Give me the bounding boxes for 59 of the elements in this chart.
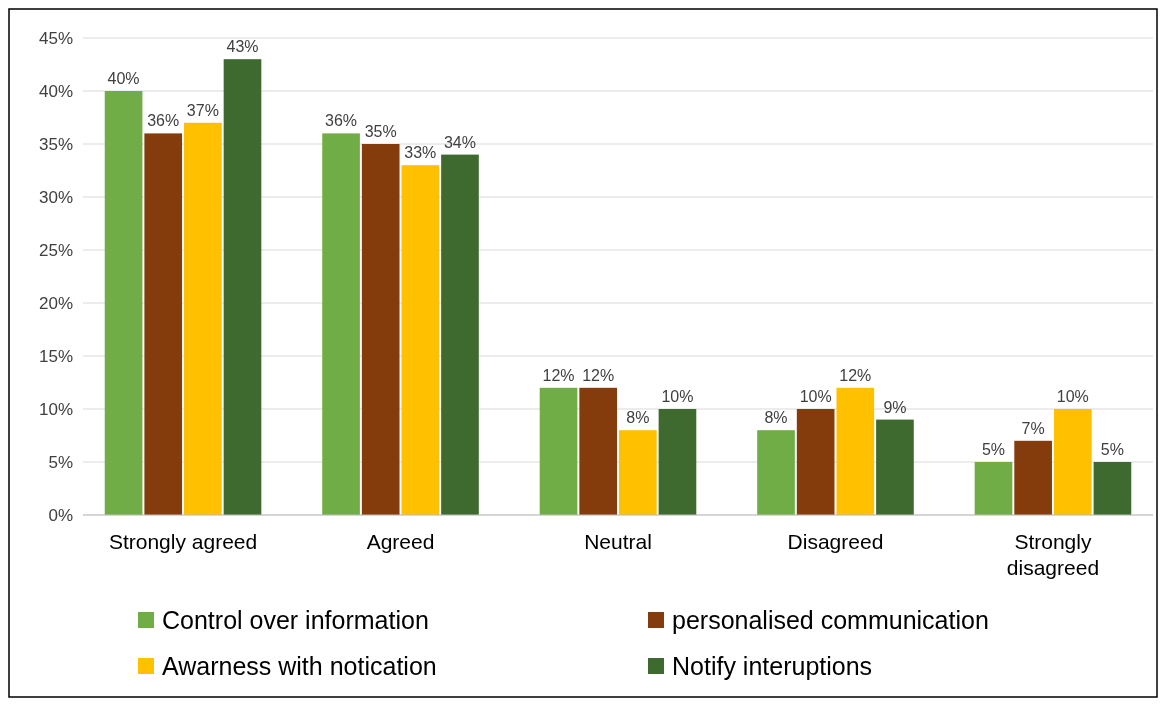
data-label: 5% bbox=[981, 441, 1006, 458]
bar bbox=[184, 122, 222, 515]
data-label: 7% bbox=[1021, 419, 1045, 437]
data-label: 35% bbox=[364, 123, 397, 140]
y-tick-label: 45% bbox=[38, 28, 73, 48]
data-label: 12% bbox=[839, 366, 872, 384]
bar bbox=[1014, 440, 1052, 515]
y-tick-label: 0% bbox=[48, 505, 73, 525]
data-label: 10% bbox=[1056, 388, 1089, 405]
y-tick-label: 5% bbox=[48, 452, 73, 472]
data-label: 43% bbox=[226, 38, 259, 56]
data-label: 40% bbox=[107, 70, 140, 87]
data-label: 12% bbox=[542, 366, 575, 384]
bar bbox=[1093, 462, 1132, 515]
bar bbox=[579, 387, 618, 515]
bar bbox=[401, 165, 440, 515]
x-tick-label: Strongly agreed bbox=[108, 530, 258, 553]
y-tick-label: 30% bbox=[38, 187, 73, 207]
x-tick-label: Agreed bbox=[366, 530, 435, 553]
bar bbox=[144, 133, 183, 515]
data-label: 9% bbox=[883, 398, 907, 416]
data-label: 36% bbox=[147, 112, 180, 130]
x-tick-label: Strongly disagreed bbox=[1006, 530, 1100, 579]
bar bbox=[441, 154, 479, 515]
bar bbox=[757, 430, 795, 515]
data-label: 10% bbox=[799, 388, 832, 405]
data-label: 37% bbox=[186, 101, 219, 119]
data-label: 36% bbox=[325, 112, 358, 130]
bar bbox=[322, 133, 360, 515]
bar bbox=[1053, 409, 1092, 515]
legend-label: Notify interuptions bbox=[672, 651, 873, 680]
x-tick-label: Neutral bbox=[584, 530, 652, 553]
data-label: 34% bbox=[443, 133, 476, 151]
bar bbox=[361, 144, 400, 515]
bar bbox=[539, 387, 578, 515]
y-tick-label: 10% bbox=[38, 399, 73, 419]
legend-label: Awarness with notication bbox=[162, 651, 437, 680]
x-tick-label: Disagreed bbox=[787, 530, 884, 553]
bar bbox=[836, 387, 875, 515]
bar bbox=[658, 409, 697, 515]
bar bbox=[104, 91, 143, 515]
data-label: 8% bbox=[626, 409, 650, 427]
bar bbox=[223, 59, 262, 515]
bar bbox=[876, 419, 914, 515]
y-tick-label: 20% bbox=[38, 293, 73, 313]
legend-label: personalised communication bbox=[672, 605, 989, 634]
legend-label: Control over information bbox=[162, 605, 429, 634]
bar bbox=[974, 462, 1013, 515]
y-tick-label: 25% bbox=[38, 240, 73, 260]
bar bbox=[796, 409, 835, 515]
y-tick-label: 35% bbox=[38, 134, 73, 154]
data-label: 8% bbox=[764, 409, 788, 427]
data-label: 5% bbox=[1100, 441, 1124, 458]
data-label: 10% bbox=[661, 388, 694, 405]
data-label: 12% bbox=[582, 366, 615, 384]
y-tick-label: 15% bbox=[38, 346, 73, 366]
data-label: 33% bbox=[404, 144, 437, 162]
bar bbox=[618, 430, 657, 515]
y-tick-label: 40% bbox=[38, 81, 73, 101]
